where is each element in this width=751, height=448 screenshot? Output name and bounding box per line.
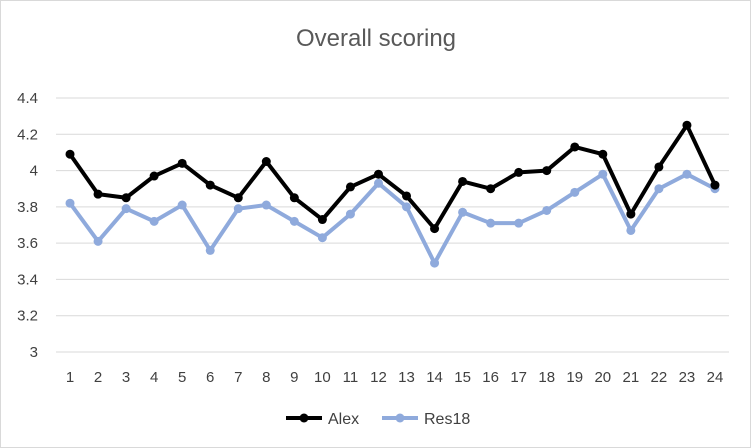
data-point-res18 (570, 187, 580, 197)
x-tick-label: 11 (343, 369, 359, 386)
chart-title: Overall scoring (296, 25, 456, 52)
data-point-alex (289, 193, 299, 203)
data-point-res18 (149, 216, 159, 226)
data-point-alex (205, 180, 215, 190)
data-point-res18 (93, 236, 103, 246)
x-tick-label: 19 (566, 369, 583, 386)
data-point-alex (345, 182, 355, 192)
y-tick-label: 4.4 (17, 90, 38, 107)
legend-marker-res18 (395, 413, 405, 423)
x-tick-label: 24 (707, 369, 724, 386)
y-tick-label: 4.2 (17, 126, 38, 143)
data-point-res18 (430, 258, 440, 268)
data-point-alex (570, 142, 580, 152)
data-point-alex (598, 149, 608, 159)
legend: Alex Res18 (286, 411, 470, 428)
data-point-res18 (654, 184, 664, 194)
series-line-res18 (68, 172, 717, 266)
data-point-alex (626, 209, 636, 219)
data-point-res18 (373, 178, 383, 188)
x-tick-label: 16 (482, 369, 499, 386)
x-tick-label: 2 (94, 369, 102, 386)
y-tick-label: 3.6 (17, 235, 38, 252)
series-alex (65, 120, 720, 234)
x-tick-label: 17 (510, 369, 527, 386)
data-point-alex (458, 176, 468, 186)
data-point-res18 (233, 204, 243, 214)
y-tick-label: 3 (30, 344, 38, 361)
x-tick-label: 13 (398, 369, 415, 386)
x-tick-label: 10 (314, 369, 331, 386)
y-tick-label: 3.8 (17, 199, 38, 216)
data-point-alex (542, 166, 552, 176)
data-point-alex (710, 180, 720, 190)
x-tick-label: 22 (651, 369, 668, 386)
data-point-res18 (514, 218, 524, 228)
data-point-alex (317, 215, 327, 225)
data-point-res18 (458, 207, 468, 217)
data-point-res18 (542, 205, 552, 215)
x-tick-label: 1 (66, 369, 74, 386)
data-point-alex (93, 189, 103, 199)
x-tick-label: 7 (234, 369, 242, 386)
x-tick-label: 4 (150, 369, 158, 386)
y-tick-label: 3.2 (17, 308, 38, 325)
data-point-res18 (205, 245, 215, 255)
x-tick-label: 23 (679, 369, 696, 386)
data-point-res18 (289, 216, 299, 226)
data-point-alex (177, 158, 187, 168)
data-point-alex (373, 169, 383, 179)
data-point-alex (65, 149, 75, 159)
x-tick-label: 18 (538, 369, 555, 386)
legend-label: Res18 (424, 411, 470, 428)
x-axis-ticks: 1 2 3 4 5 6 7 8 9 10 11 12 13 14 15 16 17 18 19 20 21 22 23 24 (66, 369, 723, 386)
data-point-alex (261, 157, 271, 166)
data-point-alex (654, 162, 664, 172)
legend-item-res18: Res18 (382, 411, 470, 428)
data-point-res18 (345, 209, 355, 219)
data-point-alex (486, 184, 496, 194)
data-point-res18 (261, 200, 271, 210)
legend-item-alex: Alex (286, 411, 359, 428)
series-lines (65, 120, 720, 268)
legend-marker-alex (299, 413, 309, 423)
x-tick-label: 6 (206, 369, 214, 386)
data-point-res18 (626, 225, 636, 235)
x-tick-label: 15 (454, 369, 471, 386)
data-point-res18 (486, 218, 496, 228)
data-point-alex (514, 167, 524, 177)
data-point-alex (682, 120, 692, 130)
y-tick-label: 4 (30, 163, 38, 180)
x-tick-label: 3 (122, 369, 130, 386)
y-tick-label: 3.4 (17, 271, 38, 288)
data-point-res18 (402, 202, 412, 212)
x-tick-label: 5 (178, 369, 186, 386)
data-point-res18 (598, 169, 608, 179)
x-tick-label: 8 (262, 369, 270, 386)
legend-label: Alex (328, 411, 359, 428)
x-tick-label: 9 (290, 369, 298, 386)
data-point-res18 (177, 200, 187, 210)
series-line-alex (68, 123, 717, 231)
x-tick-label: 14 (426, 369, 443, 386)
data-point-res18 (121, 204, 131, 214)
y-axis-ticks: 3 3.2 3.4 3.6 3.8 4 4.2 4.4 (17, 90, 38, 361)
data-point-res18 (317, 233, 327, 243)
x-tick-label: 12 (370, 369, 387, 386)
x-tick-label: 20 (594, 369, 611, 386)
data-point-alex (233, 193, 243, 203)
series-res18 (65, 169, 720, 268)
data-point-res18 (682, 169, 692, 179)
x-tick-label: 21 (623, 369, 640, 386)
data-point-res18 (65, 198, 75, 208)
data-point-alex (121, 193, 131, 203)
data-point-alex (402, 191, 412, 201)
data-point-alex (430, 224, 440, 234)
data-point-alex (149, 171, 159, 181)
